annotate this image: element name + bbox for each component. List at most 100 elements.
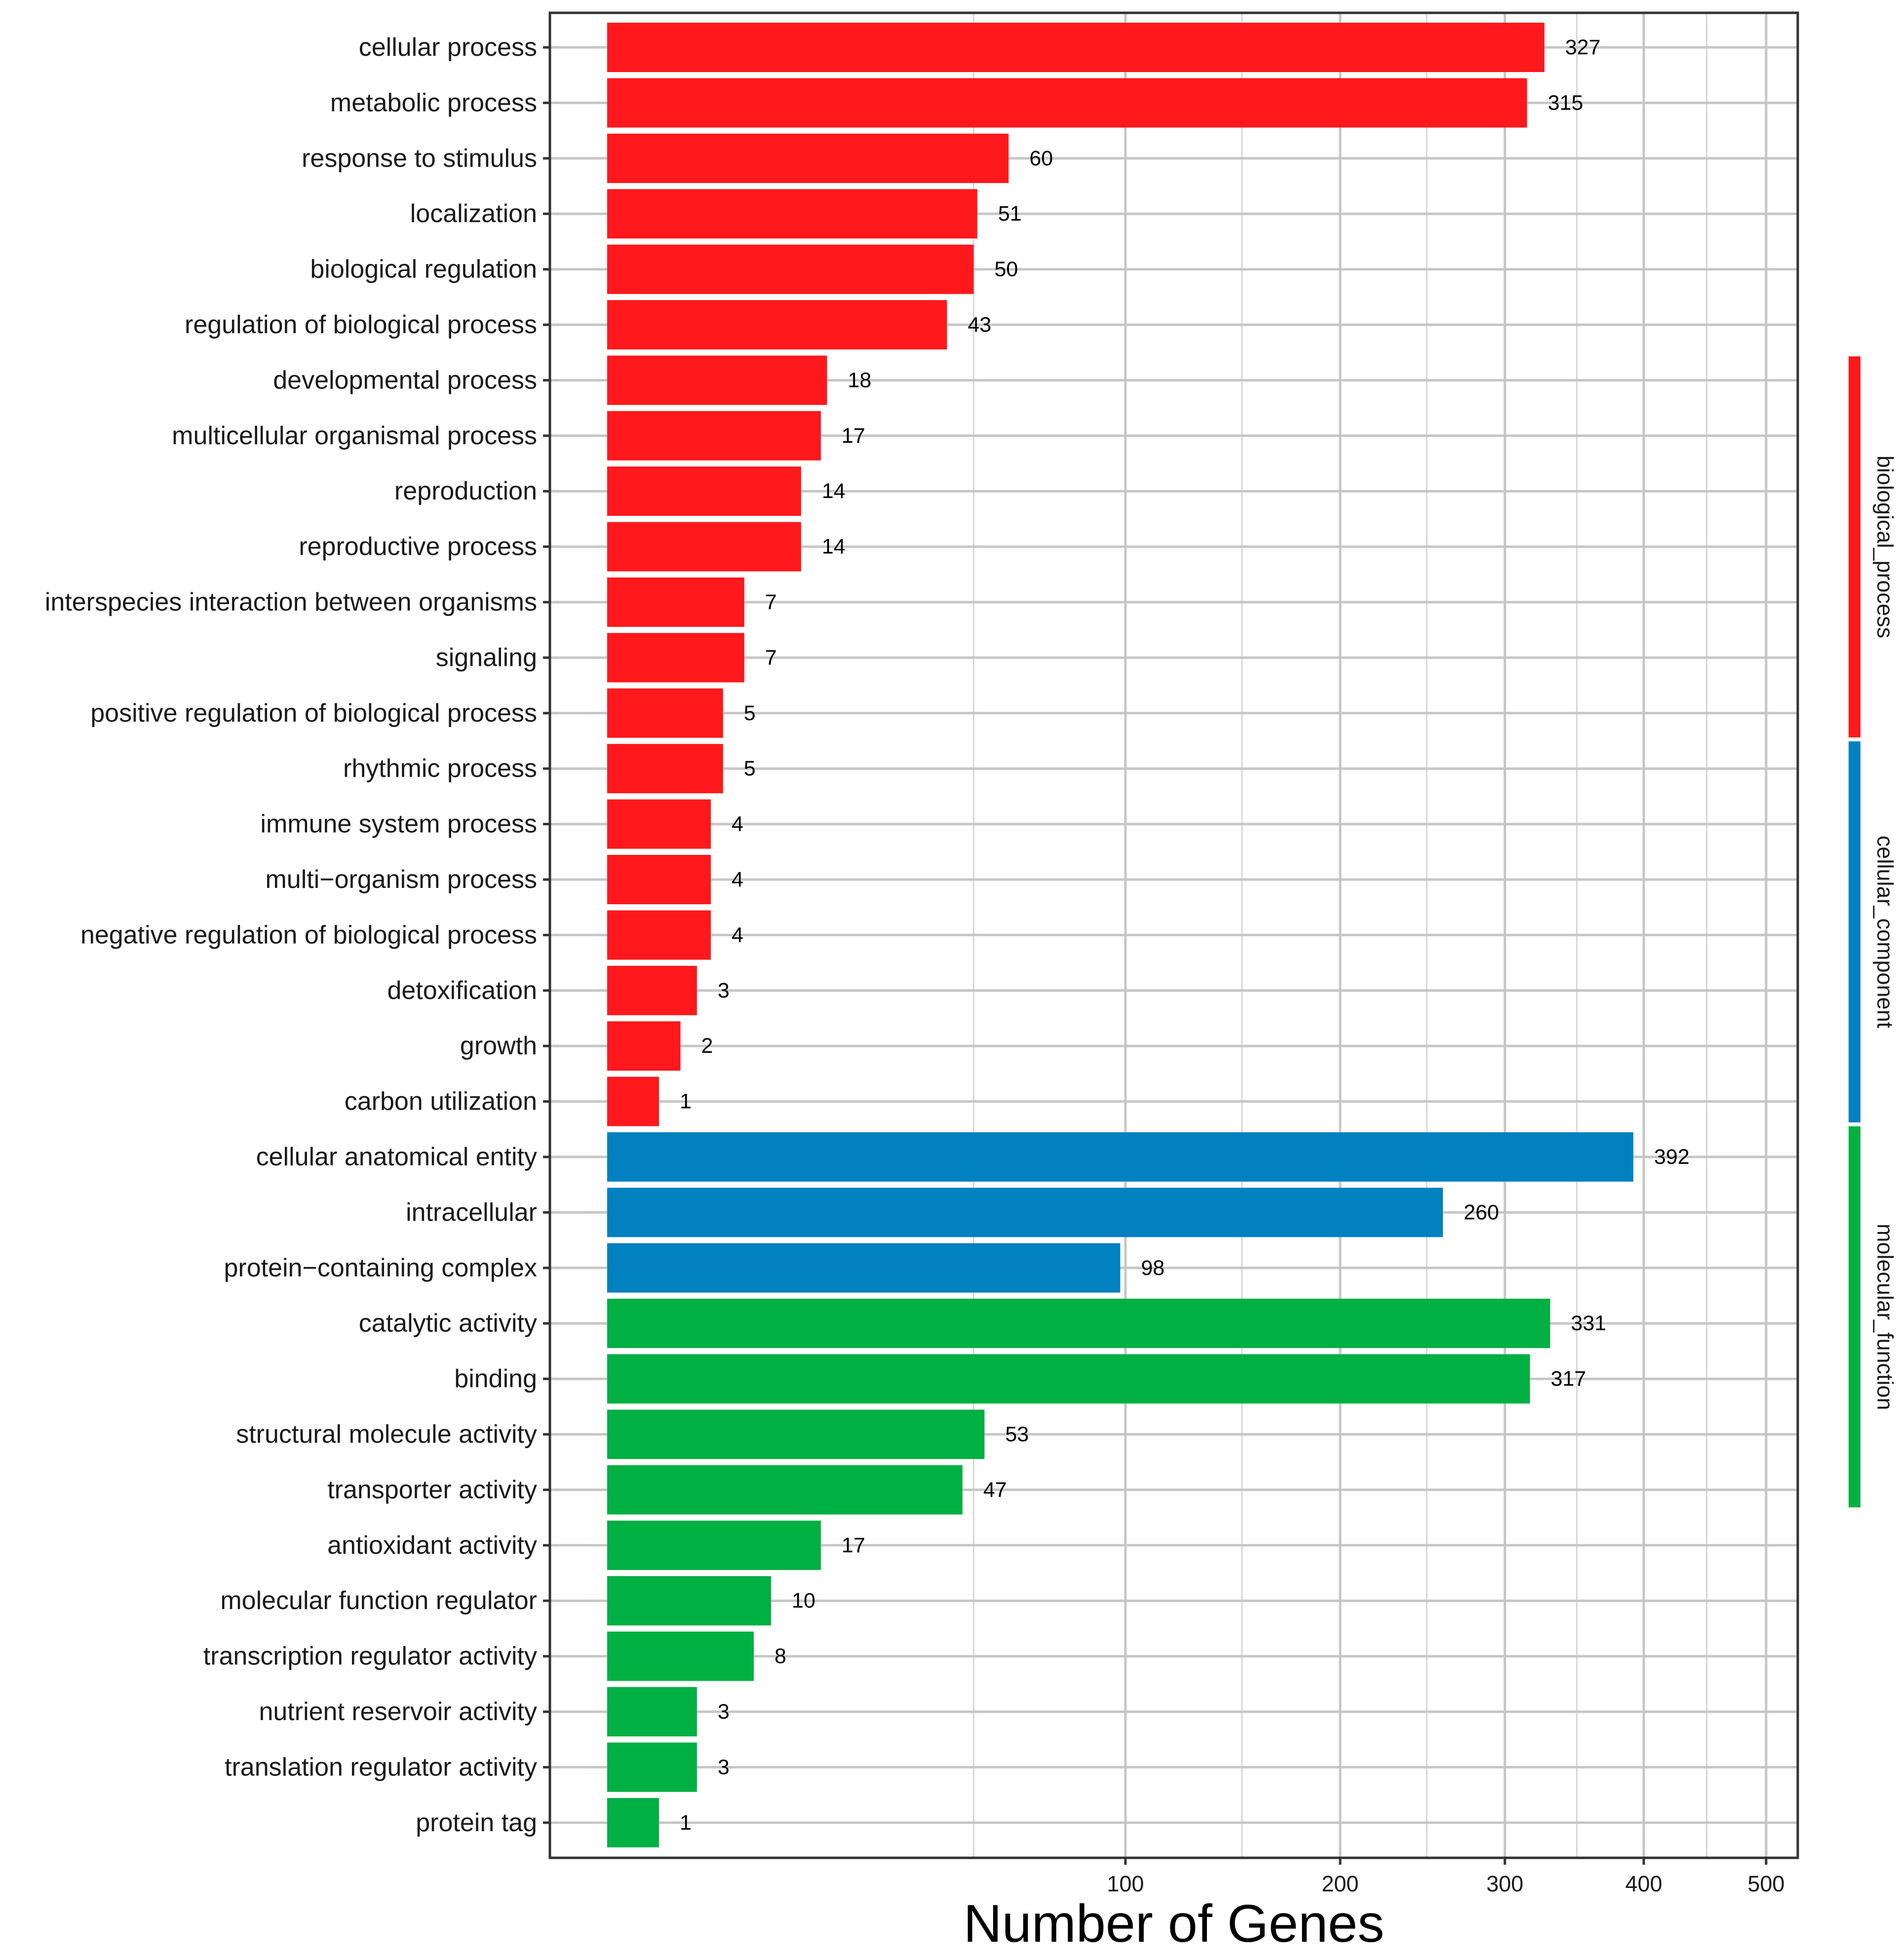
bar-transcription-regulator-activity (607, 1631, 754, 1681)
category-label: catalytic activity (359, 1309, 537, 1338)
category-label: protein tag (416, 1808, 537, 1837)
x-tick-label: 500 (1747, 1871, 1784, 1896)
value-label: 4 (732, 812, 743, 836)
category-label: biological regulation (310, 255, 537, 284)
category-label: transporter activity (327, 1475, 537, 1504)
value-label: 8 (774, 1645, 786, 1668)
bar-signaling (607, 633, 744, 683)
category-label: immune system process (260, 810, 537, 839)
bar-immune-system-process (607, 799, 711, 849)
value-label: 51 (998, 202, 1022, 226)
bar-multi-organism-process (607, 855, 711, 904)
bar-interspecies-interaction-between-organisms (607, 577, 744, 627)
panel-border (548, 11, 1799, 1859)
bar-growth (607, 1021, 681, 1071)
value-label: 50 (994, 258, 1018, 281)
axis-layer: 100 200 300 400 500 Number of Genes (543, 11, 1799, 1953)
bar-response-to-stimulus (607, 133, 1009, 183)
value-label: 3 (718, 979, 730, 1002)
category-label: cellular process (359, 33, 537, 62)
category-label: localization (410, 199, 537, 228)
bar-protein-containing-complex (607, 1243, 1121, 1293)
category-label: rhythmic process (343, 754, 537, 783)
value-label: 5 (744, 701, 756, 725)
legend-swatch-cellular-component (1849, 741, 1860, 1122)
category-label: negative regulation of biological proces… (80, 921, 537, 949)
bars-layer (607, 23, 1633, 1847)
value-label: 392 (1654, 1145, 1690, 1169)
bar-translation-regulator-activity (607, 1742, 697, 1792)
bar-metabolic-process (607, 78, 1527, 128)
category-label: binding (454, 1365, 537, 1393)
value-label: 17 (842, 424, 865, 448)
value-label: 3 (718, 1755, 730, 1779)
value-label: 317 (1550, 1367, 1586, 1391)
bar-molecular-function-regulator (607, 1576, 772, 1626)
x-tick-label: 200 (1321, 1871, 1358, 1896)
category-label: protein−containing complex (224, 1254, 537, 1282)
category-label: reproductive process (299, 533, 537, 561)
value-label: 315 (1548, 91, 1584, 115)
bar-detoxification (607, 965, 697, 1015)
value-label: 3 (718, 1700, 730, 1724)
value-label: 18 (848, 368, 871, 392)
value-label: 53 (1005, 1422, 1029, 1446)
bar-localization (607, 189, 977, 239)
value-label: 5 (744, 757, 756, 780)
value-label: 1 (680, 1811, 692, 1835)
category-label: positive regulation of biological proces… (90, 699, 537, 728)
bar-nutrient-reservoir-activity (607, 1687, 697, 1736)
value-label: 60 (1029, 147, 1053, 170)
category-label: signaling (436, 643, 537, 672)
value-label: 4 (732, 923, 743, 947)
x-axis-title: Number of Genes (964, 1893, 1384, 1953)
bar-carbon-utilization (607, 1076, 659, 1126)
bar-binding (607, 1354, 1530, 1404)
bar-developmental-process (607, 355, 827, 405)
bar-positive-regulation-of-biological-process (607, 688, 723, 738)
category-label: transcription regulator activity (203, 1642, 537, 1671)
bar-negative-regulation-of-biological-process (607, 910, 711, 960)
category-label: intracellular (406, 1198, 537, 1227)
legend-layer: biological_process cellular_componentmole… (1849, 356, 1896, 1507)
legend-swatch-biological-process (1849, 356, 1860, 737)
category-label: response to stimulus (302, 144, 537, 173)
bar-catalytic-activity (607, 1299, 1550, 1348)
category-label: interspecies interaction between organis… (45, 588, 537, 616)
bar-cellular-process (607, 23, 1545, 72)
category-label: detoxification (387, 976, 537, 1005)
x-tick-label: 300 (1486, 1871, 1523, 1896)
category-label: carbon utilization (345, 1087, 537, 1116)
x-tick-label: 400 (1625, 1871, 1662, 1896)
category-label: growth (460, 1032, 537, 1060)
category-label: reproduction (394, 477, 537, 505)
category-label: cellular anatomical entity (256, 1143, 537, 1171)
value-label: 14 (822, 479, 846, 503)
category-label: translation regulator activity (225, 1753, 537, 1781)
value-label: 327 (1565, 36, 1601, 59)
legend-label-cellular-component: cellular_component (1873, 836, 1896, 1029)
bar-reproduction (607, 466, 801, 516)
value-label: 43 (968, 313, 992, 337)
bar-transporter-activity (607, 1465, 963, 1515)
bar-regulation-of-biological-process (607, 300, 947, 349)
value-label: 7 (765, 646, 777, 669)
category-label: regulation of biological process (185, 310, 537, 339)
bar-intracellular (607, 1188, 1443, 1237)
value-label: 2 (701, 1034, 713, 1058)
bar-protein-tag (607, 1798, 659, 1847)
category-label: multicellular organismal process (172, 422, 537, 450)
bar-cellular-anatomical-entity (607, 1132, 1633, 1182)
legend-label-biological-process: biological_process (1873, 456, 1896, 638)
value-label: 7 (765, 590, 777, 614)
value-label: 1 (680, 1090, 692, 1114)
category-label: molecular function regulator (220, 1586, 537, 1615)
x-tick-label: 100 (1107, 1871, 1144, 1896)
value-label: 98 (1141, 1256, 1164, 1280)
value-label: 14 (822, 535, 846, 559)
bar-antioxidant-activity (607, 1520, 821, 1570)
category-label: multi−organism process (265, 865, 537, 894)
value-label: 47 (983, 1478, 1007, 1501)
